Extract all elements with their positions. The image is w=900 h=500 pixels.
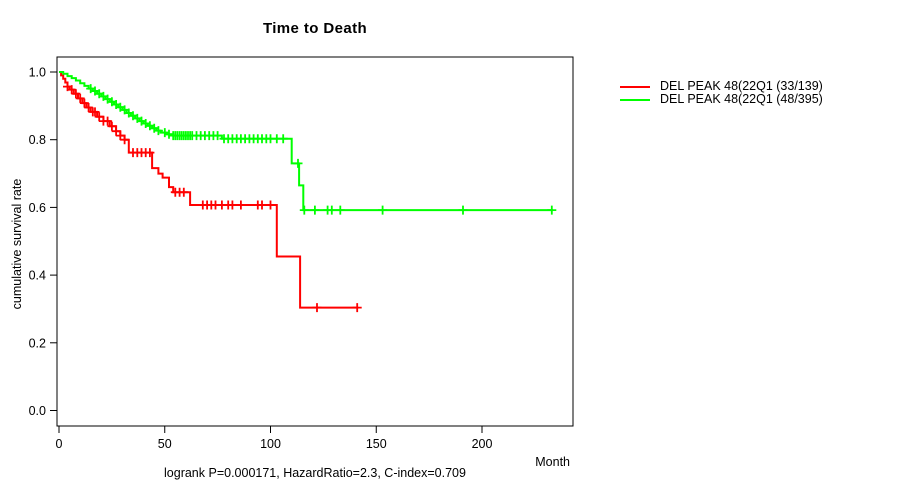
x-tick-label: 50 (158, 437, 172, 451)
legend-item-red: DEL PEAK 48(22Q1 (33/139) (620, 80, 823, 93)
legend-line-green-icon (620, 98, 650, 101)
y-tick-label: 0.0 (29, 404, 46, 418)
y-tick-label: 0.4 (29, 269, 46, 283)
y-tick-label: 0.2 (29, 336, 46, 350)
y-tick-label: 0.8 (29, 133, 46, 147)
x-axis-label: Month (535, 455, 570, 469)
legend-line-red-icon (620, 85, 650, 88)
x-tick-label: 150 (366, 437, 387, 451)
legend-item-green: DEL PEAK 48(22Q1 (48/395) (620, 93, 823, 106)
survival-curve-0 (59, 71, 362, 313)
curve-path (59, 71, 359, 309)
y-tick-label: 0.6 (29, 201, 46, 215)
x-tick-label: 200 (472, 437, 493, 451)
chart-title: Time to Death (262, 20, 368, 37)
x-tick-label: 100 (260, 437, 281, 451)
curve-path (59, 71, 553, 212)
y-axis: 0.0 0.2 0.4 0.6 0.8 1.0 (29, 66, 57, 418)
survival-curve-1 (59, 71, 557, 215)
censor-marks (86, 84, 557, 215)
stats-annotation: logrank P=0.000171, HazardRatio=2.3, C-i… (164, 466, 466, 480)
legend: DEL PEAK 48(22Q1 (33/139) DEL PEAK 48(22… (620, 80, 823, 106)
legend-label-green: DEL PEAK 48(22Q1 (48/395) (660, 92, 823, 106)
x-tick-label: 0 (56, 437, 63, 451)
plot-box (56, 56, 574, 427)
censor-marks (63, 82, 362, 313)
legend-label-red: DEL PEAK 48(22Q1 (33/139) (660, 79, 823, 93)
x-axis: 0 50 100 150 200 (56, 426, 493, 451)
y-tick-label: 1.0 (29, 66, 46, 80)
